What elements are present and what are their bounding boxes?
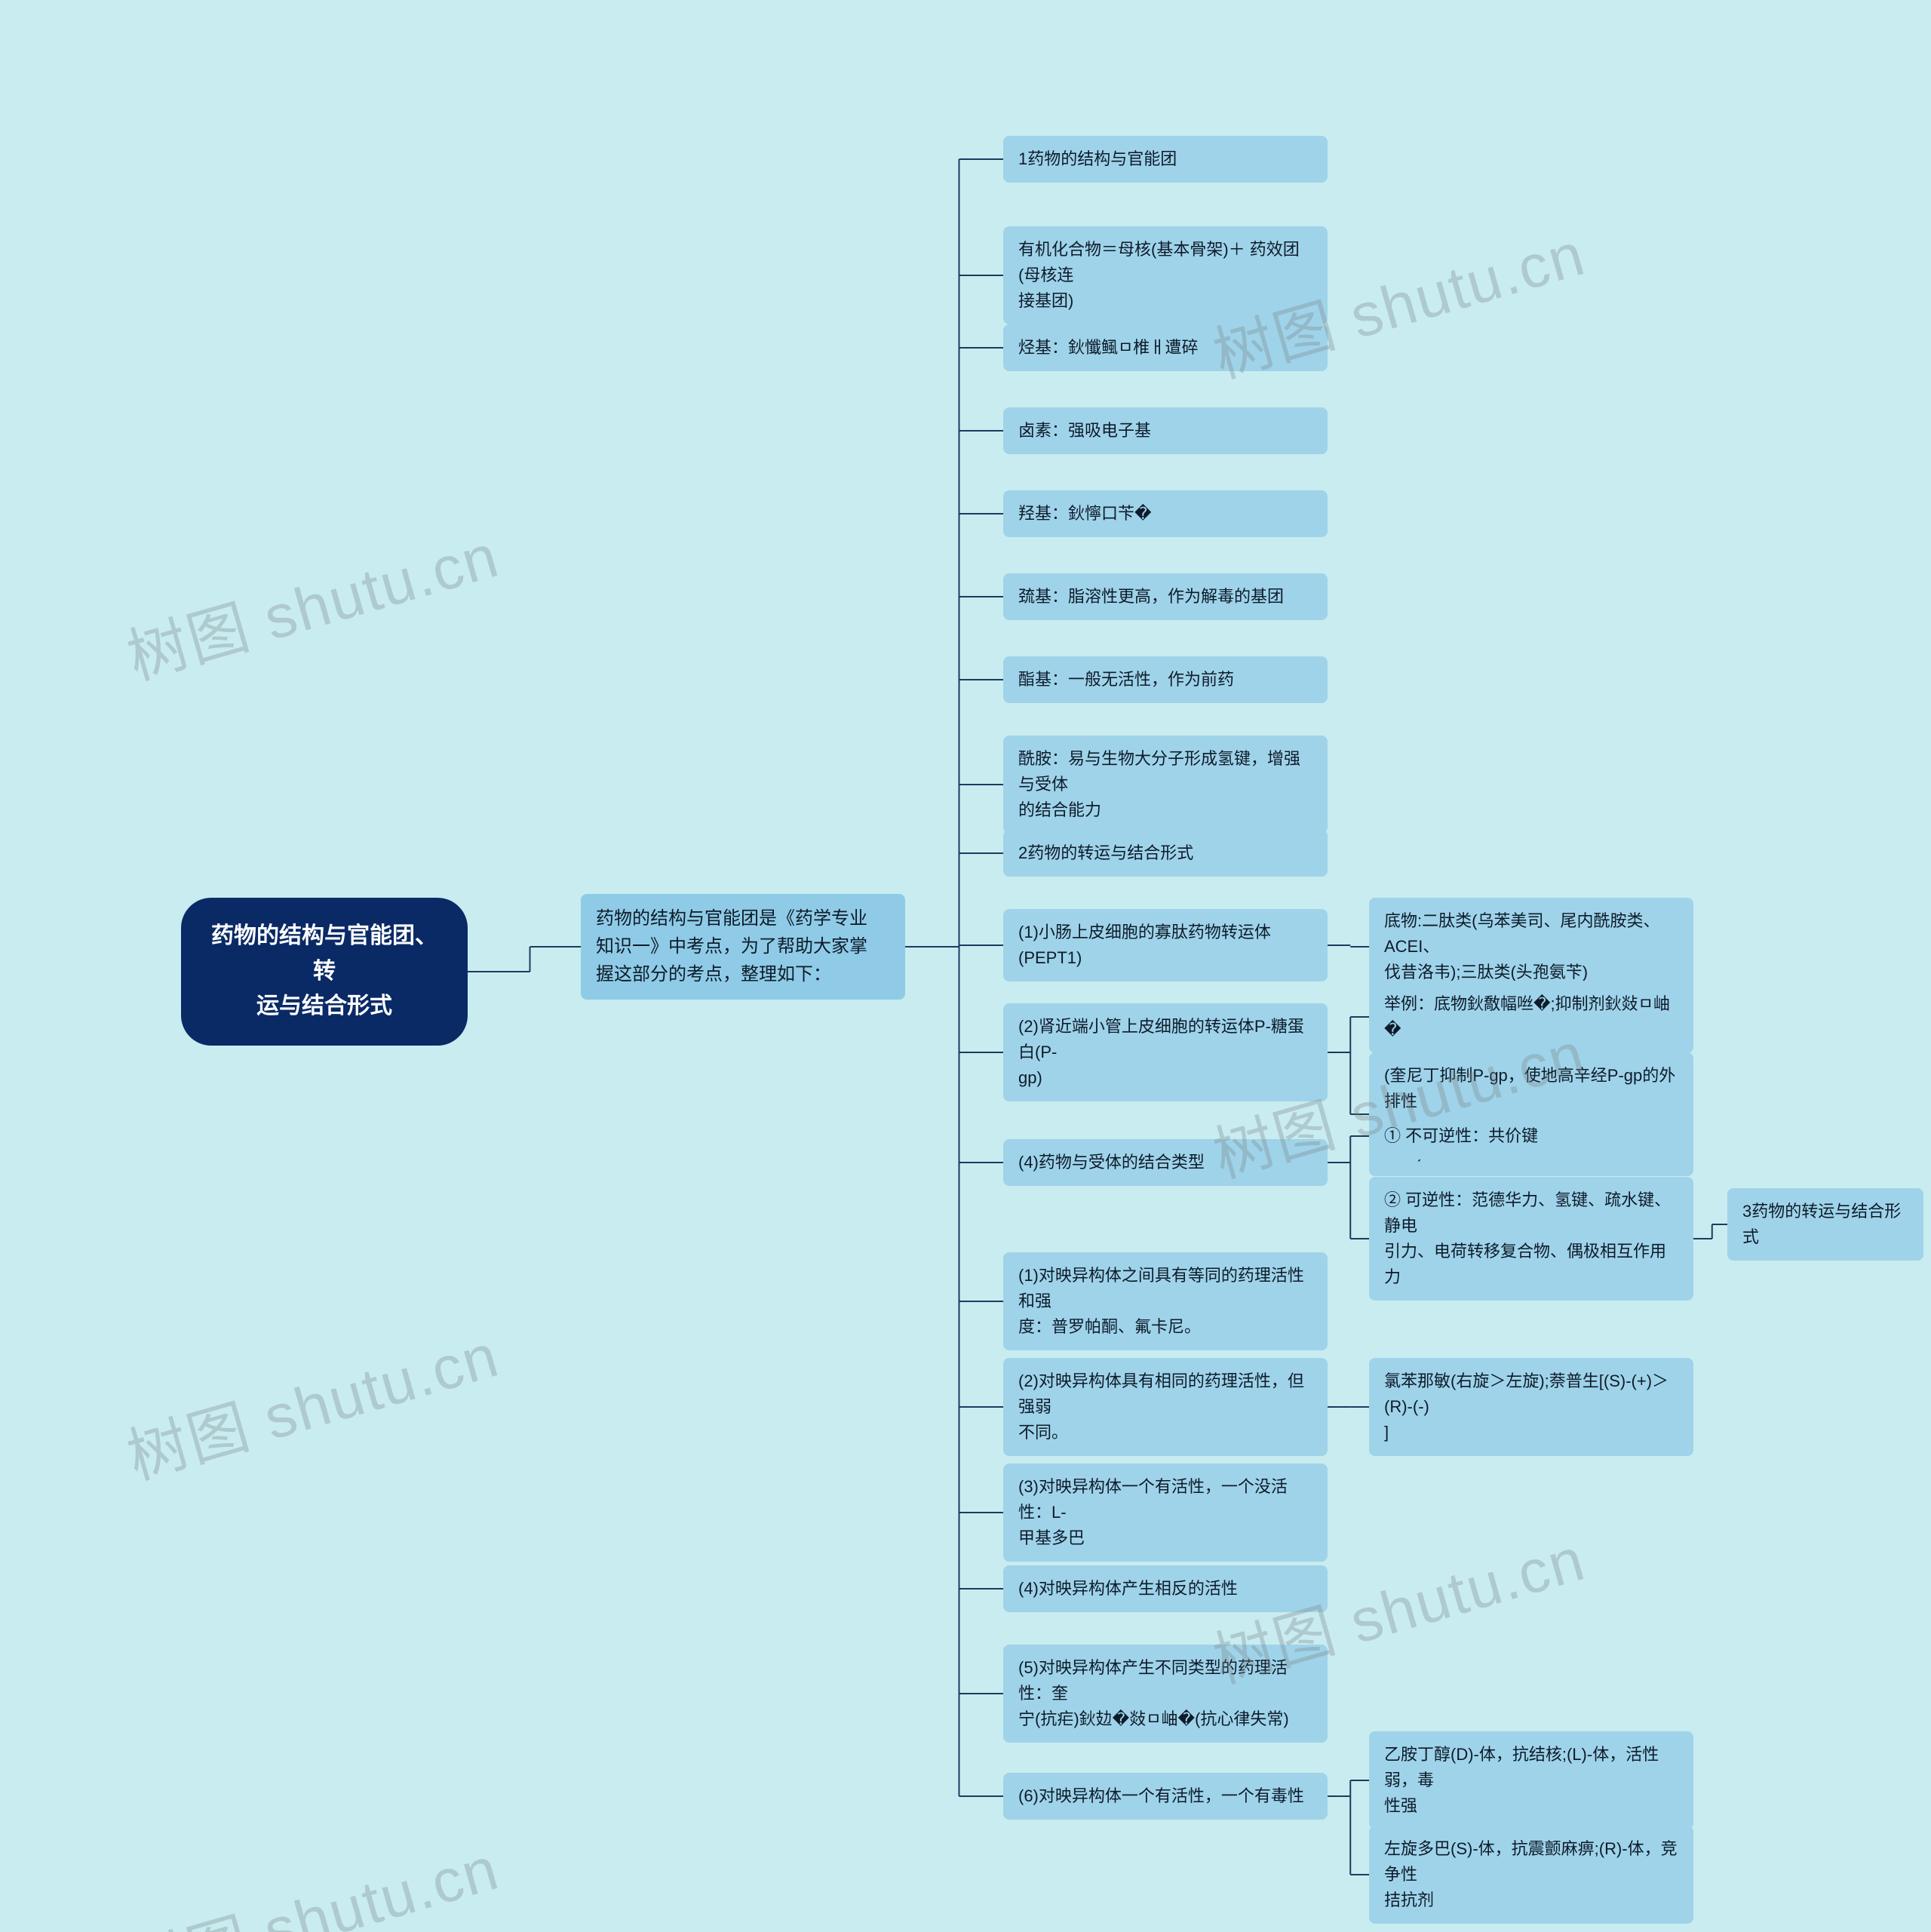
mindmap-node: 2药物的转运与结合形式: [1003, 830, 1328, 877]
mindmap-node: 酯基：一般无活性，作为前药: [1003, 656, 1328, 703]
watermark: 树图 shutu.cn: [116, 507, 508, 696]
mindmap-node: 氯苯那敏(右旋＞左旋);萘普生[(S)-(+)＞(R)-(-)]: [1369, 1358, 1693, 1456]
mindmap-node: (1)小肠上皮细胞的寡肽药物转运体(PEPT1): [1003, 909, 1328, 981]
mindmap-node: 羟基：鈥懧口苄�: [1003, 490, 1328, 537]
mindmap-node: (4)对映异构体产生相反的活性: [1003, 1565, 1328, 1612]
mindmap-node: (5)对映异构体产生不同类型的药理活性：奎宁(抗疟)鈥攰�敥ㅁ岫�(抗心律失常): [1003, 1645, 1328, 1743]
mindmap-node: (2)肾近端小管上皮细胞的转运体P-糖蛋白(P-gp): [1003, 1003, 1328, 1101]
mindmap-node: 药物的结构与官能团是《药学专业知识一》中考点，为了帮助大家掌握这部分的考点，整理…: [581, 894, 905, 1000]
watermark: 树图 shutu.cn: [116, 1307, 508, 1496]
mindmap-node: 1药物的结构与官能团: [1003, 136, 1328, 183]
mindmap-node: 3药物的转运与结合形式: [1727, 1188, 1923, 1261]
mindmap-node: 卤素：强吸电子基: [1003, 407, 1328, 454]
mindmap-node: 酰胺：易与生物大分子形成氢键，增强与受体的结合能力: [1003, 736, 1328, 834]
mindmap-node: (2)对映异构体具有相同的药理活性，但强弱不同。: [1003, 1358, 1328, 1456]
mindmap-node: (4)药物与受体的结合类型: [1003, 1139, 1328, 1186]
watermark: 树图 shutu.cn: [116, 1820, 508, 1932]
mindmap-node: 举例：底物鈥敿幅咝�;抑制剂鈥敥ㅁ岫�: [1369, 981, 1693, 1053]
mindmap-node: (1)对映异构体之间具有等同的药理活性和强度：普罗帕酮、氟卡尼。: [1003, 1252, 1328, 1350]
mindmap-node: (6)对映异构体一个有活性，一个有毒性: [1003, 1773, 1328, 1820]
root-node: 药物的结构与官能团、转运与结合形式: [181, 898, 468, 1046]
mindmap-node: 乙胺丁醇(D)-体，抗结核;(L)-体，活性弱，毒性强: [1369, 1731, 1693, 1829]
mindmap-node: ② 可逆性：范德华力、氢键、疏水键、静电引力、电荷转移复合物、偶极相互作用力: [1369, 1177, 1693, 1301]
mindmap-node: 左旋多巴(S)-体，抗震颤麻痹;(R)-体，竞争性拮抗剂: [1369, 1826, 1693, 1924]
mindmap-node: 有机化合物＝母核(基本骨架)＋ 药效团(母核连接基团): [1003, 226, 1328, 324]
mindmap-node: ① 不可逆性：共价键: [1369, 1113, 1693, 1160]
mindmap-node: 烃基：鈥懺鲺ㅁ椎ㅐ遭碎: [1003, 324, 1328, 371]
mindmap-node: 巯基：脂溶性更高，作为解毒的基团: [1003, 573, 1328, 620]
mindmap-node: (3)对映异构体一个有活性，一个没活性：L-甲基多巴: [1003, 1464, 1328, 1562]
